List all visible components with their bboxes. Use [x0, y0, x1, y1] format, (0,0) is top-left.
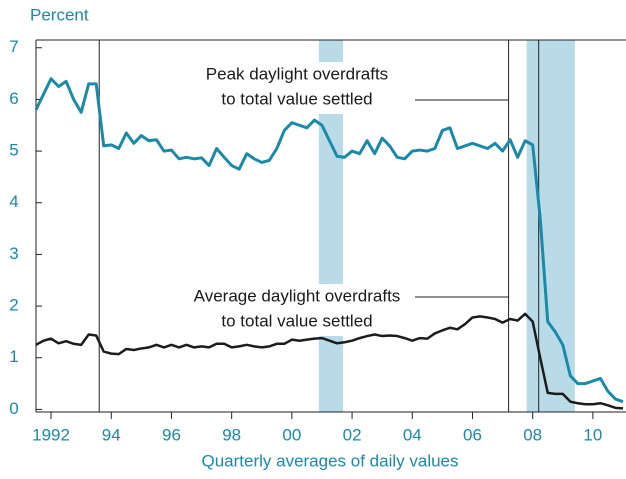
series-label: Average daylight overdrafts	[194, 286, 401, 305]
y-tick-label: 4	[9, 192, 18, 211]
x-tick-label: 08	[523, 425, 542, 444]
y-tick-label: 1	[9, 347, 18, 366]
series-line	[35, 312, 624, 410]
x-tick-label: 04	[403, 425, 422, 444]
y-tick-label: 7	[9, 37, 18, 56]
x-tick-label: 06	[463, 425, 482, 444]
label-backing	[165, 284, 429, 336]
x-tick-label: 10	[583, 425, 602, 444]
y-tick-label: 6	[9, 89, 18, 108]
x-tick-label: 94	[102, 425, 121, 444]
y-tick-label: 5	[9, 141, 18, 160]
series-line	[34, 77, 624, 404]
x-tick-label: 00	[282, 425, 301, 444]
series-label: to total value settled	[221, 89, 372, 108]
y-axis-label: Percent	[30, 5, 89, 24]
x-tick-label: 1992	[32, 425, 70, 444]
y-tick-label: 2	[9, 296, 18, 315]
label-backing	[165, 62, 429, 114]
series-label: Peak daylight overdrafts	[206, 64, 388, 83]
x-tick-label: 96	[162, 425, 181, 444]
y-tick-label: 0	[9, 399, 18, 418]
series-label: to total value settled	[221, 311, 372, 330]
x-tick-label: 98	[222, 425, 241, 444]
shaded-period	[526, 40, 575, 412]
y-tick-label: 3	[9, 244, 18, 263]
x-tick-label: 02	[343, 425, 362, 444]
x-axis-label: Quarterly averages of daily values	[201, 451, 458, 470]
